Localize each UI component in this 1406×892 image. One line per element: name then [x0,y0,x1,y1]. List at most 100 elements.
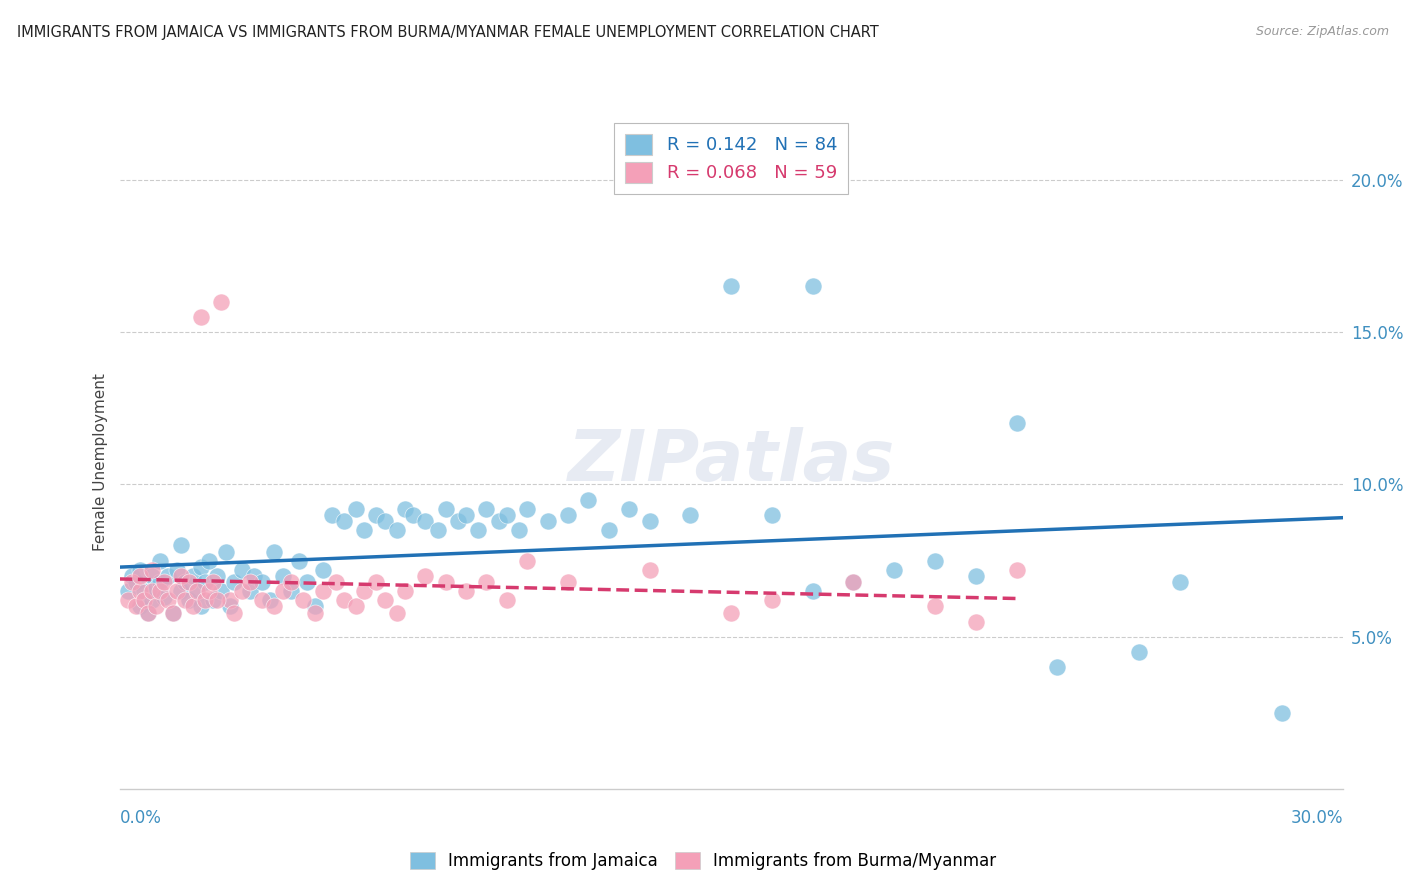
Point [211,584,233,599]
Point [222,575,245,590]
Point [239,584,262,599]
Point [426,523,449,537]
Point [166,563,188,577]
Point [295,575,318,590]
Point [353,523,375,537]
Point [250,593,273,607]
Point [385,523,408,537]
Point [198,584,221,599]
Point [842,575,865,590]
Point [434,501,457,516]
Legend: R = 0.142   N = 84, R = 0.068   N = 59: R = 0.142 N = 84, R = 0.068 N = 59 [614,123,848,194]
Point [181,599,204,614]
Point [598,523,620,537]
Point [965,569,987,583]
Point [1046,660,1069,674]
Point [537,514,560,528]
Point [801,279,824,293]
Point [312,563,335,577]
Point [149,554,172,568]
Point [720,279,742,293]
Point [145,599,167,614]
Point [169,584,191,599]
Point [259,593,281,607]
Point [211,294,233,309]
Point [194,575,217,590]
Point [475,575,498,590]
Point [1005,563,1028,577]
Point [312,584,335,599]
Point [218,599,240,614]
Point [162,606,184,620]
Point [366,575,388,590]
Point [121,575,143,590]
Point [1168,575,1191,590]
Point [475,501,498,516]
Point [169,539,191,553]
Point [132,584,155,599]
Text: ZIPatlas: ZIPatlas [568,427,894,496]
Point [374,514,396,528]
Point [186,584,208,599]
Point [177,593,200,607]
Point [516,501,538,516]
Point [169,569,191,583]
Point [924,599,946,614]
Point [190,310,212,324]
Point [619,501,641,516]
Point [1271,706,1294,721]
Point [321,508,343,522]
Point [557,575,579,590]
Text: 0.0%: 0.0% [120,809,162,827]
Point [186,584,208,599]
Point [218,593,240,607]
Point [141,593,163,607]
Point [173,593,195,607]
Point [136,606,159,620]
Point [141,569,163,583]
Point [304,599,326,614]
Point [761,593,783,607]
Point [153,591,176,605]
Point [149,584,172,599]
Point [353,584,375,599]
Point [280,584,302,599]
Point [332,514,354,528]
Point [263,544,285,558]
Point [413,569,436,583]
Point [456,508,478,522]
Point [508,523,530,537]
Point [125,599,148,614]
Point [202,575,225,590]
Y-axis label: Female Unemployment: Female Unemployment [93,373,108,550]
Point [842,575,865,590]
Point [679,508,702,522]
Point [136,606,159,620]
Point [141,584,163,599]
Point [761,508,783,522]
Point [488,514,510,528]
Point [231,584,253,599]
Point [965,615,987,629]
Point [198,554,221,568]
Point [325,575,347,590]
Point [263,599,285,614]
Point [117,593,139,607]
Point [202,593,225,607]
Point [638,514,661,528]
Point [177,575,200,590]
Point [222,606,245,620]
Point [496,508,519,522]
Point [385,606,408,620]
Point [153,575,176,590]
Point [434,575,457,590]
Point [516,554,538,568]
Point [121,569,143,583]
Point [157,593,180,607]
Point [924,554,946,568]
Point [190,599,212,614]
Point [239,575,262,590]
Point [149,575,172,590]
Legend: Immigrants from Jamaica, Immigrants from Burma/Myanmar: Immigrants from Jamaica, Immigrants from… [404,845,1002,877]
Point [413,514,436,528]
